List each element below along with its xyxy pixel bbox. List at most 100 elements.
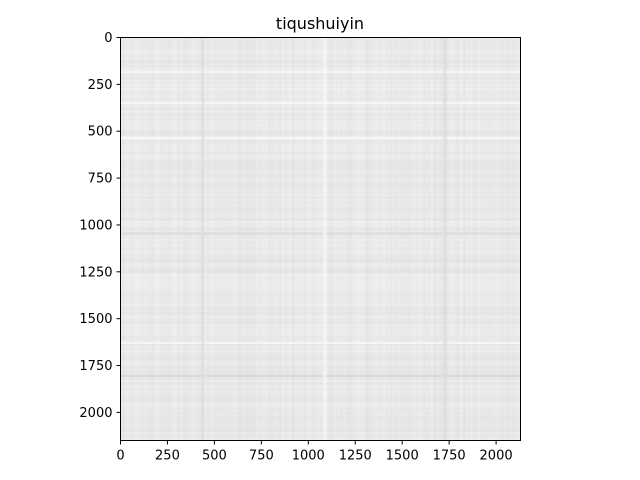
heatmap-row-streak [120,402,521,405]
heatmap-column-streak [256,37,259,441]
heatmap-row-streak [120,369,521,372]
heatmap-row-streak [120,430,521,433]
heatmap-column-streak [192,37,195,441]
heatmap-column-streak [254,37,257,441]
heatmap-column-streak [374,37,377,441]
heatmap-column-streak [142,37,145,441]
heatmap-column-streak [404,37,407,441]
heatmap-row-streak [120,428,521,431]
heatmap-column-streak [286,37,289,441]
heatmap-row-streak [120,81,521,84]
heatmap-row-streak [120,192,521,195]
heatmap-column-streak [318,37,321,441]
heatmap-row-streak [120,404,521,407]
heatmap-column-streak [362,37,365,441]
heatmap-image [120,37,521,441]
heatmap-row-streak [120,422,521,425]
heatmap-column-streak [152,37,155,441]
heatmap-column-streak [410,37,413,441]
x-tick-label: 1500 [386,449,419,464]
heatmap-column-streak [320,37,323,441]
heatmap-column-streak [212,37,215,441]
heatmap-column-streak [378,37,381,441]
heatmap-row-streak [120,97,521,100]
heatmap-column-streak [274,37,277,441]
heatmap-row-streak [120,200,521,203]
heatmap-row-streak [120,265,521,268]
heatmap-row-streak [120,41,521,44]
heatmap-row-streak [120,396,521,399]
heatmap-column-streak [360,37,363,441]
heatmap-row-streak [120,142,521,145]
heatmap-column-streak [194,37,197,441]
heatmap-row-streak [120,299,521,302]
heatmap-column-streak [368,37,371,441]
heatmap-column-streak [158,37,161,441]
x-tick-label: 250 [155,449,180,464]
heatmap-column-streak [132,37,135,441]
heatmap-column-streak [512,37,515,441]
heatmap-row-streak [120,339,521,342]
heatmap-column-streak [260,37,263,441]
heatmap-column-streak [198,37,201,441]
heatmap-row-streak [120,351,521,354]
heatmap-row-streak [120,73,521,76]
heatmap-column-streak [490,37,493,441]
heatmap-column-streak [340,37,343,441]
heatmap-row-streak [120,271,521,274]
heatmap-row-streak [120,434,521,437]
heatmap-row-streak [120,176,521,179]
heatmap-column-streak [372,37,375,441]
heatmap-row-streak [120,182,521,185]
heatmap-row-streak [120,222,521,225]
heatmap-row-streak [120,378,521,381]
heatmap-column-streak [128,37,131,441]
heatmap-column-streak [332,37,335,441]
heatmap-row-streak [120,144,521,147]
heatmap-column-streak [346,37,349,441]
heatmap-row-streak [120,355,521,358]
heatmap-row-streak [120,91,521,94]
heatmap-row-streak [120,349,521,352]
heatmap-column-streak [484,37,487,441]
heatmap-column-streak [344,37,347,441]
heatmap-column-streak [236,37,239,441]
heatmap-row-streak [120,251,521,254]
heatmap-row-streak [120,353,521,356]
heatmap-row-streak [120,255,521,258]
heatmap-column-streak [462,37,465,441]
heatmap-row-streak [120,61,521,64]
heatmap-column-streak [330,37,333,441]
heatmap-light-row [120,102,521,105]
heatmap-column-streak [230,37,233,441]
heatmap-row-streak [120,234,521,237]
heatmap-column-streak [508,37,511,441]
heatmap-column-streak [352,37,355,441]
heatmap-row-streak [120,218,521,221]
heatmap-row-streak [120,257,521,260]
heatmap-row-streak [120,214,521,217]
heatmap-column-streak [186,37,189,441]
heatmap-row-streak [120,325,521,328]
heatmap-row-streak [120,323,521,326]
heatmap-column-streak [448,37,451,441]
heatmap-column-streak [504,37,507,441]
heatmap-column-streak [354,37,357,441]
heatmap-column-streak [380,37,383,441]
heatmap-column-streak [440,37,443,441]
heatmap-row-streak [120,307,521,310]
heatmap-row-streak [120,220,521,223]
heatmap-column-streak [176,37,179,441]
heatmap-row-streak [120,367,521,370]
heatmap-column-streak [376,37,379,441]
heatmap-row-streak [120,162,521,165]
heatmap-row-streak [120,206,521,209]
heatmap-row-streak [120,156,521,159]
heatmap-column-streak [496,37,499,441]
heatmap-column-streak [442,37,445,441]
heatmap-column-streak [166,37,169,441]
heatmap-column-streak [172,37,175,441]
heatmap-column-streak [214,37,217,441]
y-tick-label: 500 [88,125,113,140]
heatmap-column-streak [438,37,441,441]
